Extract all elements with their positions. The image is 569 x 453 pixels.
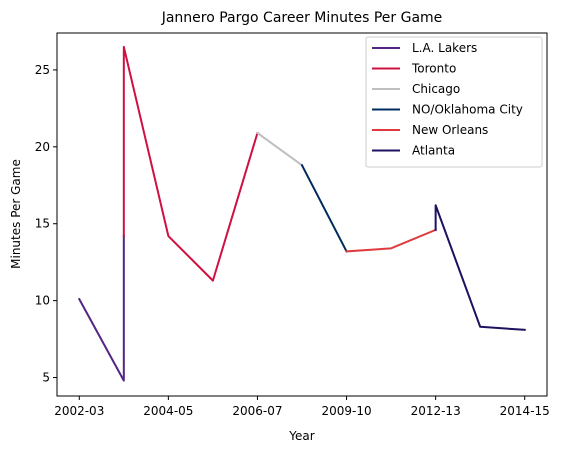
series-line-no-oklahoma-city xyxy=(300,163,348,253)
legend-label-new-orleans: New Orleans xyxy=(412,123,488,137)
legend-label-l-a-lakers: L.A. Lakers xyxy=(412,41,477,55)
chart-title: Jannero Pargo Career Minutes Per Game xyxy=(161,10,443,26)
x-tick-label: 2002-03 xyxy=(54,404,104,418)
y-tick-label: 20 xyxy=(35,140,50,154)
y-axis-label: Minutes Per Game xyxy=(9,159,23,269)
legend-label-no-oklahoma-city: NO/Oklahoma City xyxy=(412,103,523,117)
y-tick-label: 15 xyxy=(35,217,50,231)
y-axis: 5 10 15 20 25 xyxy=(35,63,57,385)
legend-box xyxy=(365,36,543,168)
series-line-atlanta xyxy=(434,204,526,331)
x-axis: 2002-03 2004-05 2006-07 2009-10 2012-13 2014-… xyxy=(54,396,550,418)
series-line-l-a-lakers xyxy=(77,235,125,382)
y-tick-label: 10 xyxy=(35,294,50,308)
x-tick-label: 2009-10 xyxy=(321,404,371,418)
x-tick-label: 2012-13 xyxy=(411,404,461,418)
y-tick-label: 25 xyxy=(35,63,50,77)
legend-label-chicago: Chicago xyxy=(412,82,460,96)
x-tick-label: 2006-07 xyxy=(232,404,282,418)
series-line-new-orleans xyxy=(345,228,437,253)
series-line-toronto xyxy=(122,45,259,282)
x-tick-label: 2014-15 xyxy=(500,404,550,418)
legend-label-atlanta: Atlanta xyxy=(412,144,455,158)
plot-frame xyxy=(56,32,548,397)
y-tick-label: 5 xyxy=(42,371,50,385)
x-axis-label: Year xyxy=(288,429,314,443)
series-line-chicago xyxy=(256,131,304,167)
x-tick-label: 2004-05 xyxy=(143,404,193,418)
legend-label-toronto: Toronto xyxy=(411,62,456,76)
legend: L.A. Lakers Toronto Chicago NO/Oklahoma Cit… xyxy=(365,36,543,168)
plot-lines xyxy=(77,45,526,382)
